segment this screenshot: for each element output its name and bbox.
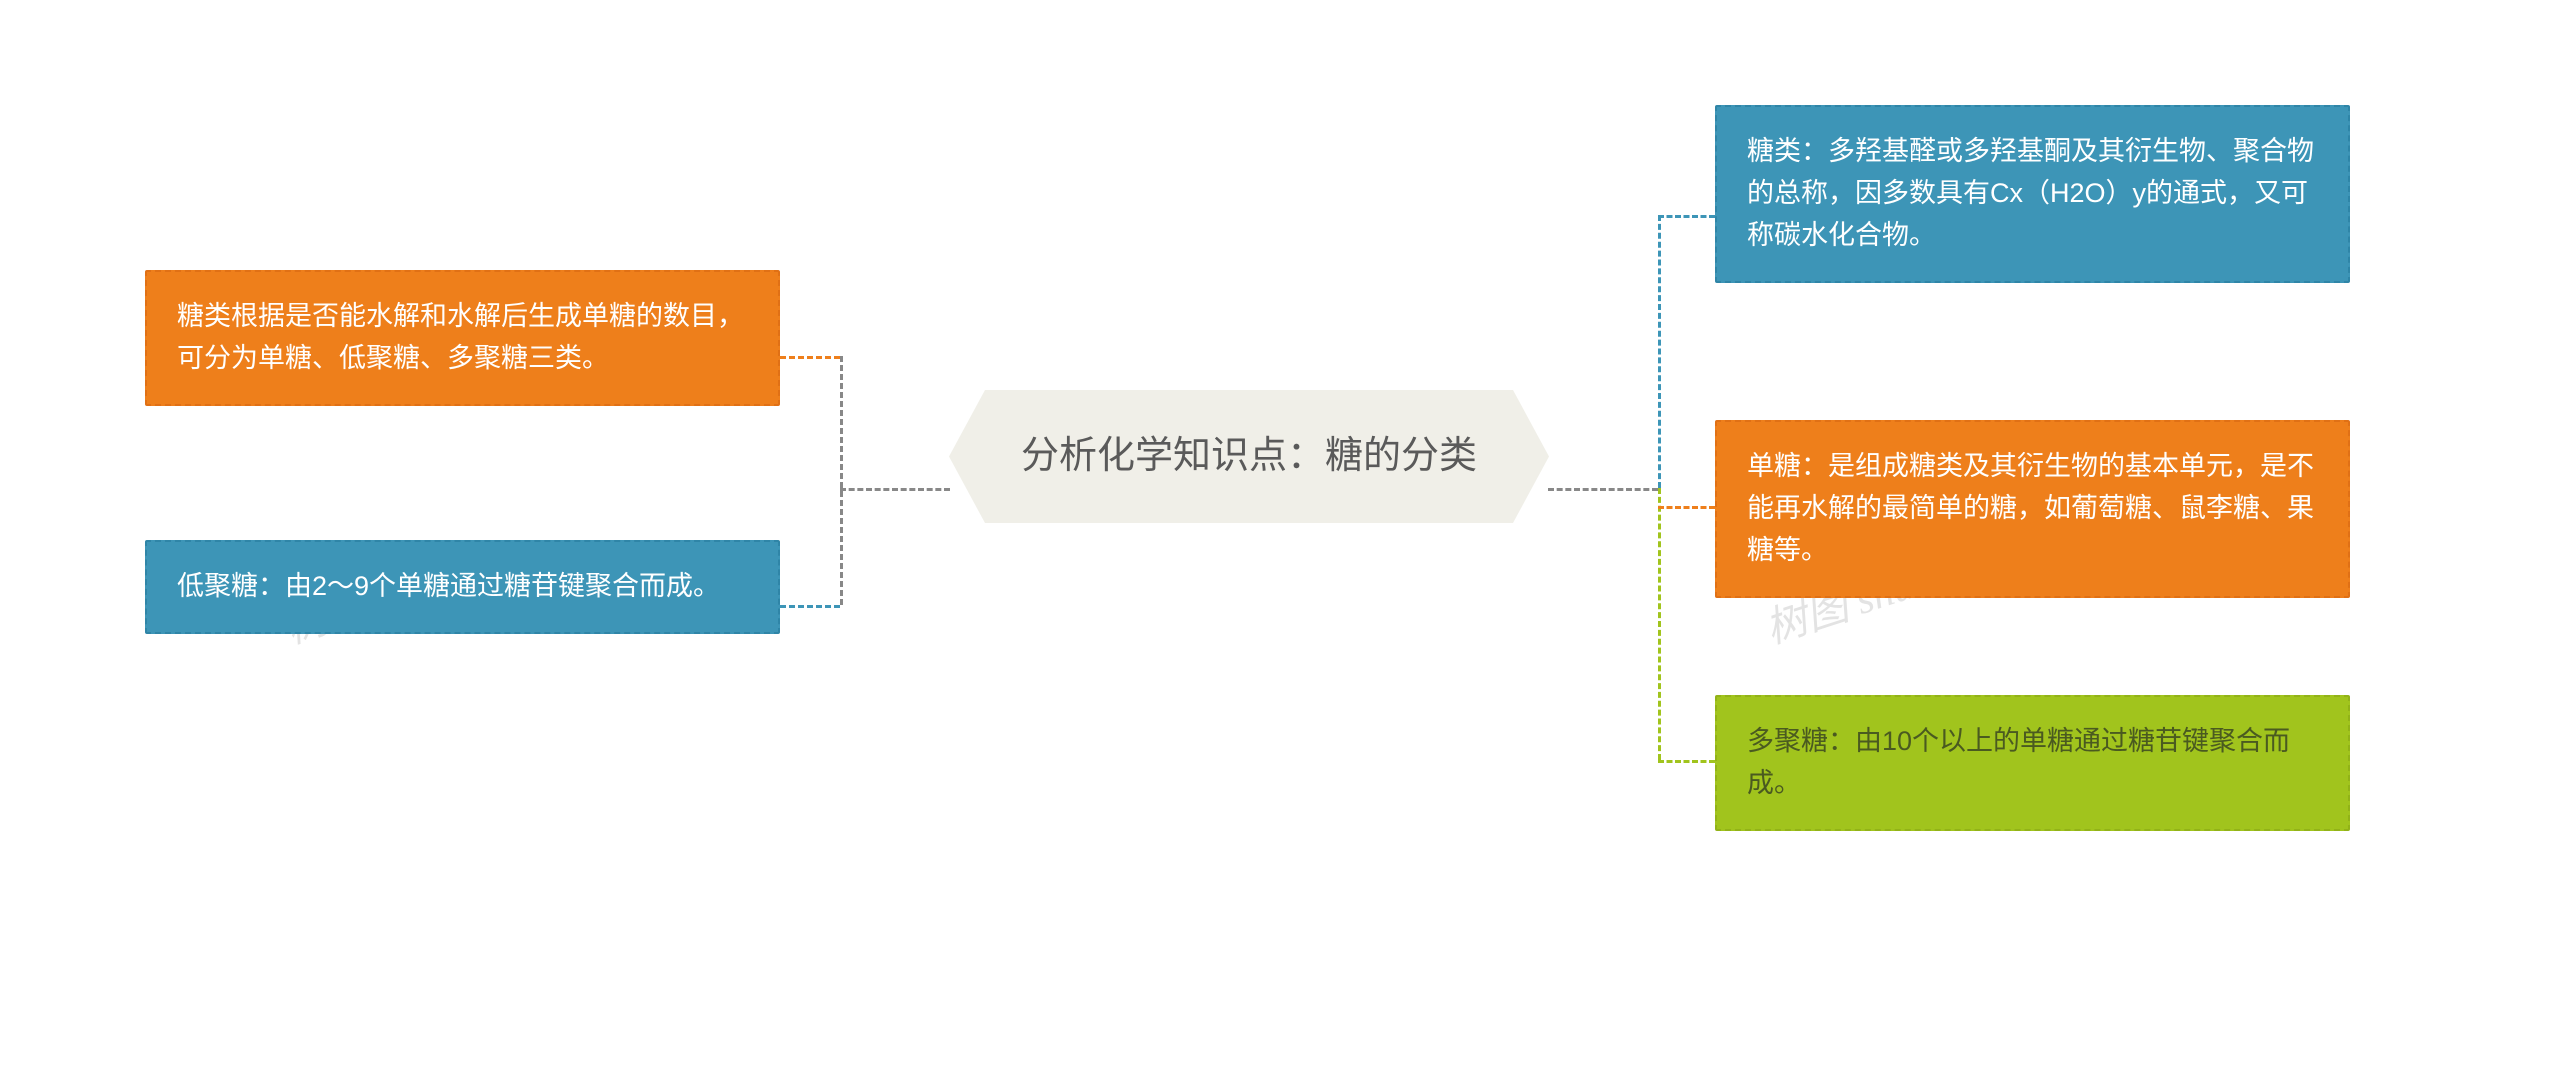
connector-right-2-h <box>1658 506 1715 509</box>
right-node-1: 糖类：多羟基醛或多羟基酮及其衍生物、聚合物的总称，因多数具有Cx（H2O）y的通… <box>1715 105 2350 283</box>
connector-right-3-h <box>1658 760 1715 763</box>
center-title: 分析化学知识点：糖的分类 <box>1021 435 1477 477</box>
right-node-3: 多聚糖：由10个以上的单糖通过糖苷键聚合而成。 <box>1715 695 2350 831</box>
right-node-1-text: 糖类：多羟基醛或多羟基酮及其衍生物、聚合物的总称，因多数具有Cx（H2O）y的通… <box>1747 136 2314 250</box>
connector-left-main <box>840 488 950 491</box>
mindmap-container: 树图 shutu.cn 树图 shutu.cn 分析化学知识点：糖的分类 糖类根… <box>0 0 2560 1075</box>
left-node-1: 糖类根据是否能水解和水解后生成单糖的数目，可分为单糖、低聚糖、多聚糖三类。 <box>145 270 780 406</box>
connector-right-1-h <box>1658 215 1715 218</box>
left-node-2: 低聚糖：由2～9个单糖通过糖苷键聚合而成。 <box>145 540 780 634</box>
connector-left-1-h <box>780 356 840 359</box>
connector-right-v-upper <box>1658 215 1661 488</box>
left-node-2-text: 低聚糖：由2～9个单糖通过糖苷键聚合而成。 <box>177 571 720 601</box>
connector-right-main <box>1548 488 1658 491</box>
left-node-1-text: 糖类根据是否能水解和水解后生成单糖的数目，可分为单糖、低聚糖、多聚糖三类。 <box>177 301 744 373</box>
connector-right-v-lower <box>1658 488 1661 760</box>
right-node-2: 单糖：是组成糖类及其衍生物的基本单元，是不能再水解的最简单的糖，如葡萄糖、鼠李糖… <box>1715 420 2350 598</box>
right-node-3-text: 多聚糖：由10个以上的单糖通过糖苷键聚合而成。 <box>1747 726 2290 798</box>
connector-left-2-h <box>780 605 840 608</box>
right-node-2-text: 单糖：是组成糖类及其衍生物的基本单元，是不能再水解的最简单的糖，如葡萄糖、鼠李糖… <box>1747 451 2314 565</box>
center-node: 分析化学知识点：糖的分类 <box>949 390 1549 523</box>
connector-left-v <box>840 356 843 605</box>
